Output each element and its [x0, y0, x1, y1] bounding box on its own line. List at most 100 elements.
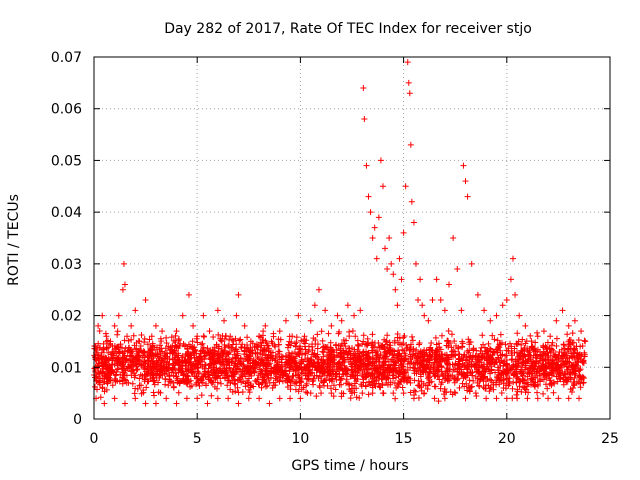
data-point	[274, 358, 281, 365]
data-point	[539, 355, 546, 362]
data-point	[124, 333, 131, 340]
data-point	[377, 384, 384, 391]
data-point	[345, 358, 352, 365]
data-point	[485, 340, 492, 347]
data-point	[272, 368, 279, 375]
data-point	[267, 367, 274, 374]
data-point	[528, 338, 535, 345]
data-point	[362, 363, 369, 370]
data-point	[98, 349, 105, 356]
data-point	[545, 395, 552, 402]
data-point	[385, 361, 392, 368]
data-point	[235, 291, 242, 298]
data-point	[483, 378, 490, 385]
data-point	[279, 353, 286, 360]
data-point	[328, 352, 335, 359]
data-point	[371, 224, 378, 231]
data-point	[114, 344, 121, 351]
data-point	[406, 90, 413, 97]
data-point	[498, 389, 505, 396]
data-point	[576, 395, 583, 402]
data-point	[288, 350, 295, 357]
data-point	[542, 381, 549, 388]
data-point	[245, 382, 252, 389]
data-point	[408, 198, 415, 205]
data-point	[298, 379, 305, 386]
data-point	[499, 370, 506, 377]
data-point	[582, 338, 589, 345]
y-tick-label: 0.03	[51, 257, 82, 273]
data-point	[551, 380, 558, 387]
data-point	[96, 371, 103, 378]
data-point	[205, 376, 212, 383]
data-point	[155, 389, 162, 396]
data-point	[514, 388, 521, 395]
data-point	[116, 349, 123, 356]
data-point	[330, 382, 337, 389]
data-point	[565, 395, 572, 402]
data-point	[282, 317, 289, 324]
data-point	[379, 375, 386, 382]
data-point	[352, 351, 359, 358]
data-point	[315, 286, 322, 293]
data-point	[351, 380, 358, 387]
data-point	[247, 338, 254, 345]
data-point	[244, 345, 251, 352]
data-point	[444, 337, 451, 344]
data-point	[287, 395, 294, 402]
data-point	[515, 359, 522, 366]
data-point	[170, 380, 177, 387]
data-point	[334, 360, 341, 367]
data-point	[362, 382, 369, 389]
data-point	[214, 307, 221, 314]
data-point	[500, 376, 507, 383]
data-point	[133, 366, 140, 373]
data-point	[327, 358, 334, 365]
data-point	[222, 344, 229, 351]
data-point	[225, 395, 232, 402]
data-point	[120, 260, 127, 267]
data-point	[522, 340, 529, 347]
data-point	[365, 193, 372, 200]
data-point	[413, 346, 420, 353]
data-point	[120, 372, 127, 379]
data-point	[464, 193, 471, 200]
data-point	[369, 235, 376, 241]
data-point	[142, 400, 149, 407]
data-point	[231, 351, 238, 358]
data-point	[252, 364, 259, 371]
data-point	[217, 375, 224, 382]
data-point	[131, 342, 138, 349]
data-point	[555, 395, 562, 402]
data-point	[193, 335, 200, 342]
data-point	[378, 376, 385, 383]
data-point	[162, 381, 169, 388]
data-point	[132, 395, 139, 402]
data-point	[198, 341, 205, 348]
data-point	[502, 341, 509, 348]
data-point	[106, 356, 113, 363]
data-point	[553, 317, 560, 324]
data-point	[565, 358, 572, 365]
data-point	[468, 358, 475, 365]
data-point	[493, 379, 500, 386]
data-point	[487, 384, 494, 391]
data-point	[287, 342, 294, 349]
data-point	[368, 342, 375, 349]
data-point	[195, 361, 202, 368]
data-point	[431, 370, 438, 377]
data-point	[95, 363, 102, 370]
data-point	[407, 353, 414, 360]
data-point	[360, 85, 367, 92]
data-point	[210, 357, 217, 364]
data-point	[382, 374, 389, 381]
data-point	[466, 368, 473, 375]
data-point	[369, 331, 376, 338]
data-point	[186, 356, 193, 363]
data-point	[390, 358, 397, 365]
data-point	[227, 333, 234, 340]
data-point	[396, 255, 403, 262]
data-point	[235, 400, 242, 407]
data-point	[175, 361, 182, 368]
data-point	[389, 372, 396, 379]
